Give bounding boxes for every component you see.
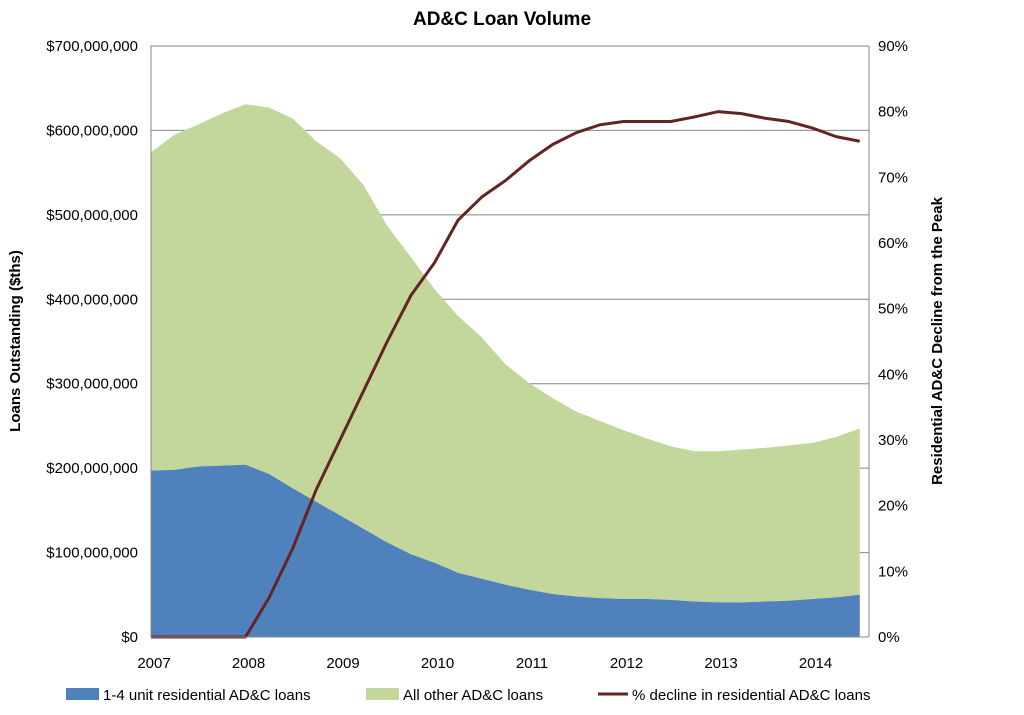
y2-tick-label: 10% [878,563,908,580]
tick-labels: $0 $100,000,000 $200,000,000 $300,000,000 $4… [46,38,908,672]
y-tick-label: $700,000,000 [46,38,138,55]
legend-label-residential: 1-4 unit residential AD&C loans [103,687,311,704]
decline-line [151,110,861,639]
axes [150,46,870,638]
x-tick-label: 2007 [137,655,170,672]
y-tick-label: $500,000,000 [46,207,138,224]
x-tick-label: 2012 [610,655,643,672]
y2-tick-label: 20% [878,498,908,515]
legend-label-decline: % decline in residential AD&C loans [632,687,870,704]
y-tick-label: $100,000,000 [46,545,138,562]
legend: 1-4 unit residential AD&C loans All othe… [66,687,870,704]
y-tick-label: $600,000,000 [46,122,138,139]
y2-tick-label: 70% [878,169,908,186]
y2-tick-label: 50% [878,301,908,318]
legend-swatch-other [366,688,399,700]
y-axis-label: Loans Outstanding ($ths) [7,250,24,432]
x-tick-label: 2013 [704,655,737,672]
y-tick-label: $400,000,000 [46,291,138,308]
area-all-other-loans [151,104,860,603]
y-tick-label: $200,000,000 [46,460,138,477]
y2-tick-label: 90% [878,38,908,55]
x-tick-label: 2011 [516,655,548,672]
x-tick-label: 2009 [326,655,359,672]
legend-swatch-residential [66,688,99,700]
x-tick-label: 2014 [799,655,832,672]
area-residential-loans [151,464,860,637]
area-series [151,104,860,637]
y-tick-label: $300,000,000 [46,376,138,393]
y2-tick-label: 40% [878,366,908,383]
x-tick-label: 2010 [421,655,454,672]
legend-label-other: All other AD&C loans [403,687,543,704]
chart-title: AD&C Loan Volume [413,9,591,30]
y-tick-label: $0 [121,629,138,646]
line-series [151,110,861,639]
y2-axis-label: Residential AD&C Decline from the Peak [929,196,946,485]
y2-tick-label: 30% [878,432,908,449]
x-tick-label: 2008 [232,655,265,672]
y2-tick-label: 80% [878,104,908,121]
y2-tick-label: 60% [878,235,908,252]
y2-tick-label: 0% [878,629,900,646]
